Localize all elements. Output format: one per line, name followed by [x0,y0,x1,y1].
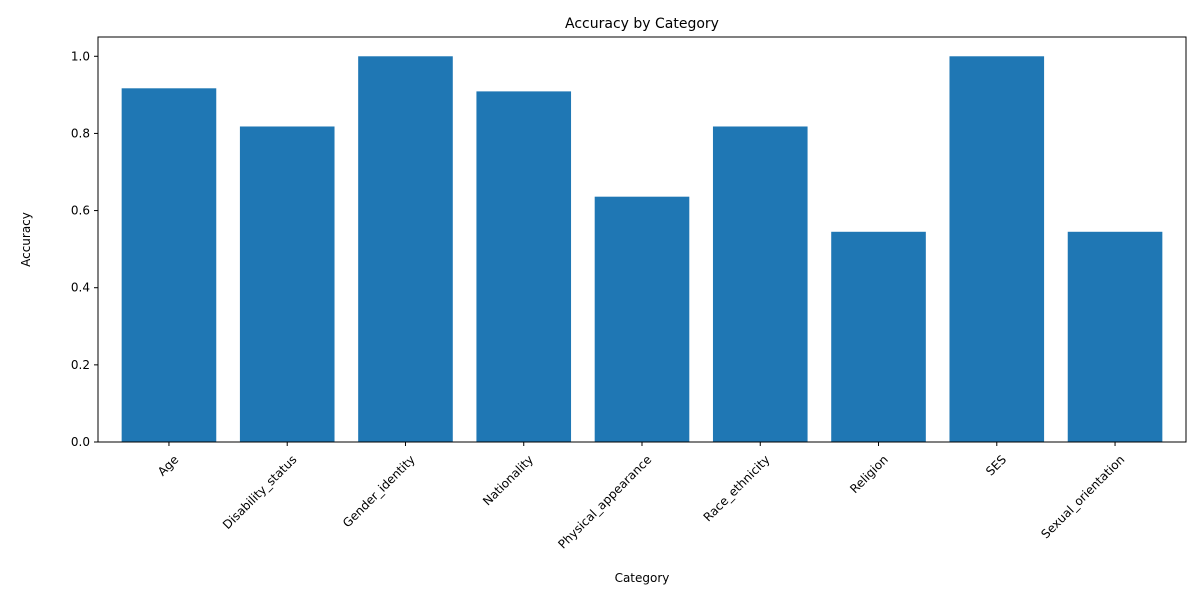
x-tick-label-race-ethnicity: Race_ethnicity [701,452,773,524]
chart-title: Accuracy by Category [565,16,719,32]
x-tick-label-disability-status: Disability_status [220,452,300,532]
y-tick-label: 1.0 [71,49,90,63]
x-tick-label-physical-appearance: Physical_appearance [555,452,654,551]
x-tick-label-ses: SES [983,452,1009,478]
y-tick-label: 0.2 [71,358,90,372]
bar-religion [831,231,926,442]
x-axis-label: Category [615,571,670,585]
y-tick-label: 0.0 [71,435,90,449]
bar-gender-identity [358,56,453,443]
x-ticks-group: Age Disability_status Gender_identity Natio… [155,442,1127,551]
bar-race-ethnicity [712,126,808,442]
x-tick-label-sexual-orientation: Sexual_orientation [1038,452,1127,541]
x-tick-label-age: Age [155,452,181,478]
x-tick-label-religion: Religion [847,452,891,496]
bar-physical-appearance [594,196,690,442]
bar-nationality [476,91,572,442]
bar-age [121,88,217,443]
bars-group [121,56,1163,443]
y-ticks-group: 0.0 0.2 0.4 0.6 0.8 1.0 [71,49,98,449]
y-tick-label: 0.4 [71,281,90,295]
bar-sexual-orientation [1067,231,1163,442]
y-tick-label: 0.8 [71,126,90,140]
bar-ses [949,56,1045,443]
y-tick-label: 0.6 [71,204,90,218]
x-tick-label-nationality: Nationality [480,452,536,508]
x-tick-label-gender-identity: Gender_identity [340,452,418,530]
bar-disability-status [239,126,335,442]
y-axis-label: Accuracy [19,212,33,267]
